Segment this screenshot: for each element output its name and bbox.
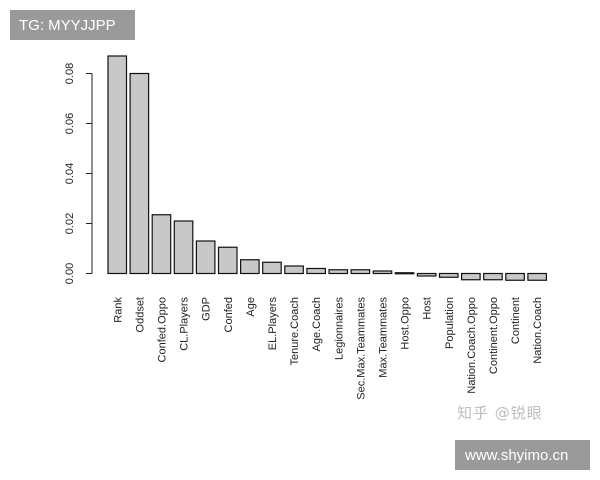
x-tick-label: Host bbox=[422, 297, 434, 320]
tg-badge: TG: MYYJJPP bbox=[10, 10, 135, 40]
x-tick-label: Nation.Coach.Oppo bbox=[466, 297, 478, 394]
bar-el-players bbox=[262, 261, 282, 275]
x-tick-label: Age bbox=[245, 297, 257, 317]
x-tick-label: Rank bbox=[112, 297, 124, 323]
x-tick-label: Confed bbox=[223, 297, 235, 332]
x-tick-label: Age.Coach bbox=[311, 297, 323, 351]
y-tick-label: 0.02 bbox=[64, 213, 76, 234]
x-tick-label: Legionnaires bbox=[333, 297, 345, 360]
y-tick-label: 0.08 bbox=[64, 63, 76, 84]
x-tick-label: Confed.Oppo bbox=[156, 297, 168, 362]
x-tick-label: Continent bbox=[510, 297, 522, 344]
y-tick-label: 0.06 bbox=[64, 113, 76, 134]
x-tick-label: Continent.Oppo bbox=[488, 297, 500, 374]
bar-max-teammates bbox=[372, 270, 393, 275]
bars bbox=[107, 55, 548, 281]
x-tick-label: Oddset bbox=[134, 297, 146, 332]
y-tick-label: 0.04 bbox=[64, 163, 76, 184]
bar-confed-oppo bbox=[151, 214, 172, 275]
bar-nation-coach bbox=[527, 272, 548, 281]
x-tick-labels: Rank Oddset Confed.Oppo CL.Players GDP Confed… bbox=[112, 297, 544, 400]
zhihu-watermark: 知乎 @锐眼 bbox=[457, 404, 543, 422]
x-tick-label: GDP bbox=[201, 297, 213, 321]
bar-rank bbox=[107, 55, 128, 275]
bar-tenure-coach bbox=[284, 265, 304, 275]
bar-oddset bbox=[129, 72, 150, 275]
x-tick-label: Sec.Max.Teammates bbox=[355, 297, 367, 400]
x-tick-label: CL.Players bbox=[179, 297, 191, 351]
bar-age bbox=[240, 259, 260, 275]
bar-host bbox=[416, 272, 437, 277]
bar-confed bbox=[217, 246, 238, 275]
bar-continent-oppo bbox=[483, 272, 503, 281]
bar-host-oppo bbox=[394, 272, 415, 275]
x-tick-label: Max.Teammates bbox=[377, 297, 389, 378]
x-tick-label: Tenure.Coach bbox=[289, 297, 301, 366]
website-badge: www.shyimo.cn bbox=[455, 440, 590, 470]
bar-legionnaires bbox=[328, 269, 349, 275]
y-axis: 0.00 0.02 0.04 0.06 0.08 bbox=[64, 63, 93, 284]
x-tick-label: EL.Players bbox=[267, 297, 279, 351]
bar-sec-max-teammates bbox=[350, 269, 371, 275]
bar-nation-coach-oppo bbox=[461, 272, 481, 281]
bar-age-coach bbox=[306, 267, 326, 275]
bar-continent bbox=[505, 272, 525, 281]
bar-population bbox=[438, 272, 459, 278]
y-tick-label: 0.00 bbox=[64, 263, 76, 284]
bar-gdp bbox=[195, 240, 216, 275]
x-tick-label: Host.Oppo bbox=[400, 297, 412, 350]
bar-cl-players bbox=[173, 220, 194, 275]
x-tick-label: Nation.Coach bbox=[532, 297, 544, 364]
x-tick-label: Population bbox=[444, 297, 456, 349]
